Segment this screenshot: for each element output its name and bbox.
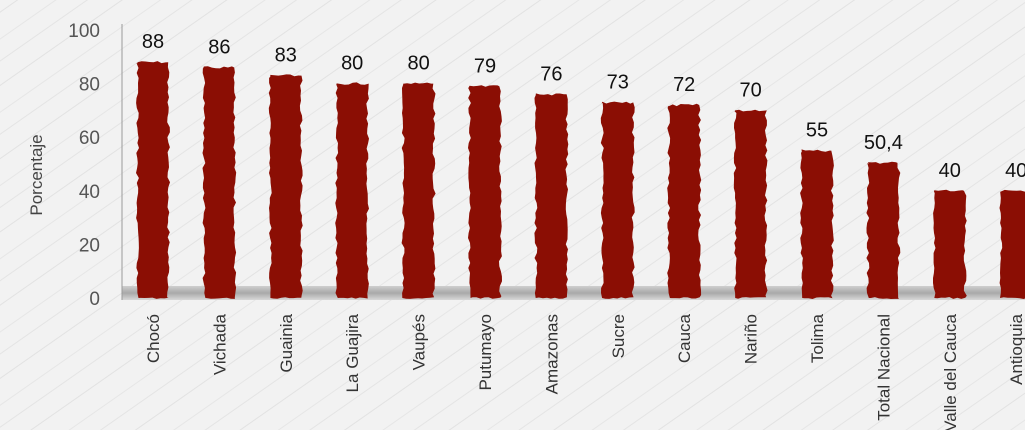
data-label: 70: [739, 79, 761, 101]
x-tick-label: Antioquia: [1007, 313, 1025, 384]
bar: [800, 149, 834, 299]
data-label: 80: [407, 53, 429, 75]
bar: [733, 109, 768, 299]
bar: [136, 61, 170, 299]
bar-series: [136, 61, 1025, 299]
x-tick-label: Total Nacional: [874, 314, 893, 421]
bar: [202, 66, 237, 299]
bar: [600, 101, 635, 299]
x-tick-label: Chocó: [144, 314, 163, 363]
x-tick-label: Vichada: [210, 313, 229, 375]
x-tick-label: Nariño: [742, 314, 761, 364]
data-label: 55: [806, 120, 828, 142]
data-label: 50,4: [864, 132, 903, 154]
x-tick-label: Sucre: [609, 314, 628, 358]
x-tick-label: Valle del Cauca: [941, 313, 960, 430]
data-label: 80: [341, 53, 363, 75]
data-labels: 88 86 83 80 80 79 76 73 72 70 55 50,4 40 40: [142, 31, 1025, 182]
data-label: 40: [1005, 160, 1025, 182]
bar: [268, 74, 303, 299]
data-label: 86: [208, 37, 230, 59]
bar: [999, 189, 1025, 299]
y-tick-label: 100: [68, 21, 100, 42]
y-tick-label: 40: [79, 182, 100, 203]
x-tick-label: La Guajira: [343, 313, 362, 392]
y-axis: 0 20 40 60 80 100: [68, 21, 123, 310]
bar: [933, 189, 967, 299]
data-label: 79: [474, 55, 496, 77]
x-axis-labels: Chocó Vichada Guainia La Guajira Vaupés Putum…: [144, 313, 1025, 430]
bar: [468, 85, 502, 299]
x-tick-label: Tolima: [808, 313, 827, 363]
y-tick-label: 80: [79, 75, 100, 96]
y-tick-label: 20: [79, 235, 100, 256]
data-label: 76: [540, 63, 562, 85]
bar: [401, 82, 436, 299]
bar: [335, 82, 369, 299]
data-label: 40: [939, 160, 961, 182]
bar: [534, 93, 569, 299]
y-axis-title: Porcentaje: [27, 134, 46, 215]
y-tick-label: 0: [89, 289, 100, 310]
bar: [866, 161, 901, 299]
x-tick-label: Cauca: [675, 313, 694, 363]
x-tick-label: Putumayo: [476, 314, 495, 391]
x-tick-label: Amazonas: [542, 314, 561, 394]
bar: [667, 103, 702, 299]
data-label: 83: [275, 45, 297, 67]
data-label: 73: [607, 71, 629, 93]
x-tick-label: Vaupés: [410, 314, 429, 370]
y-tick-label: 60: [79, 128, 100, 149]
x-tick-label: Guainia: [277, 313, 296, 372]
data-label: 72: [673, 74, 695, 96]
data-label: 88: [142, 31, 164, 53]
